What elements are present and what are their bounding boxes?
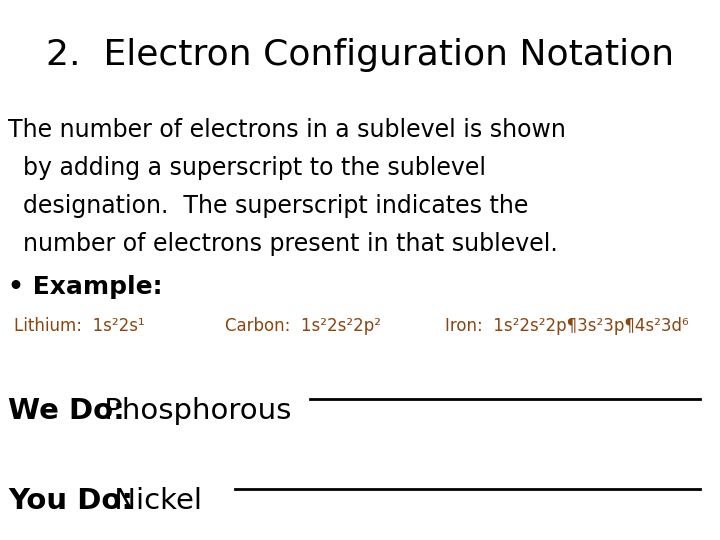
Text: by adding a superscript to the sublevel: by adding a superscript to the sublevel [8,156,486,180]
Text: Nickel: Nickel [105,487,202,515]
Text: number of electrons present in that sublevel.: number of electrons present in that subl… [8,232,558,256]
Text: We Do:: We Do: [8,397,125,425]
Text: Phosphorous: Phosphorous [95,397,292,425]
Text: Iron:  1s²2s²2p¶3s²3p¶4s²3d⁶: Iron: 1s²2s²2p¶3s²3p¶4s²3d⁶ [445,317,688,335]
Text: 2.  Electron Configuration Notation: 2. Electron Configuration Notation [46,38,674,72]
Text: The number of electrons in a sublevel is shown: The number of electrons in a sublevel is… [8,118,566,142]
Text: • Example:: • Example: [8,275,163,299]
Text: designation.  The superscript indicates the: designation. The superscript indicates t… [8,194,528,218]
Text: You Do:: You Do: [8,487,133,515]
Text: Lithium:  1s²2s¹: Lithium: 1s²2s¹ [14,317,145,335]
Text: Carbon:  1s²2s²2p²: Carbon: 1s²2s²2p² [225,317,381,335]
